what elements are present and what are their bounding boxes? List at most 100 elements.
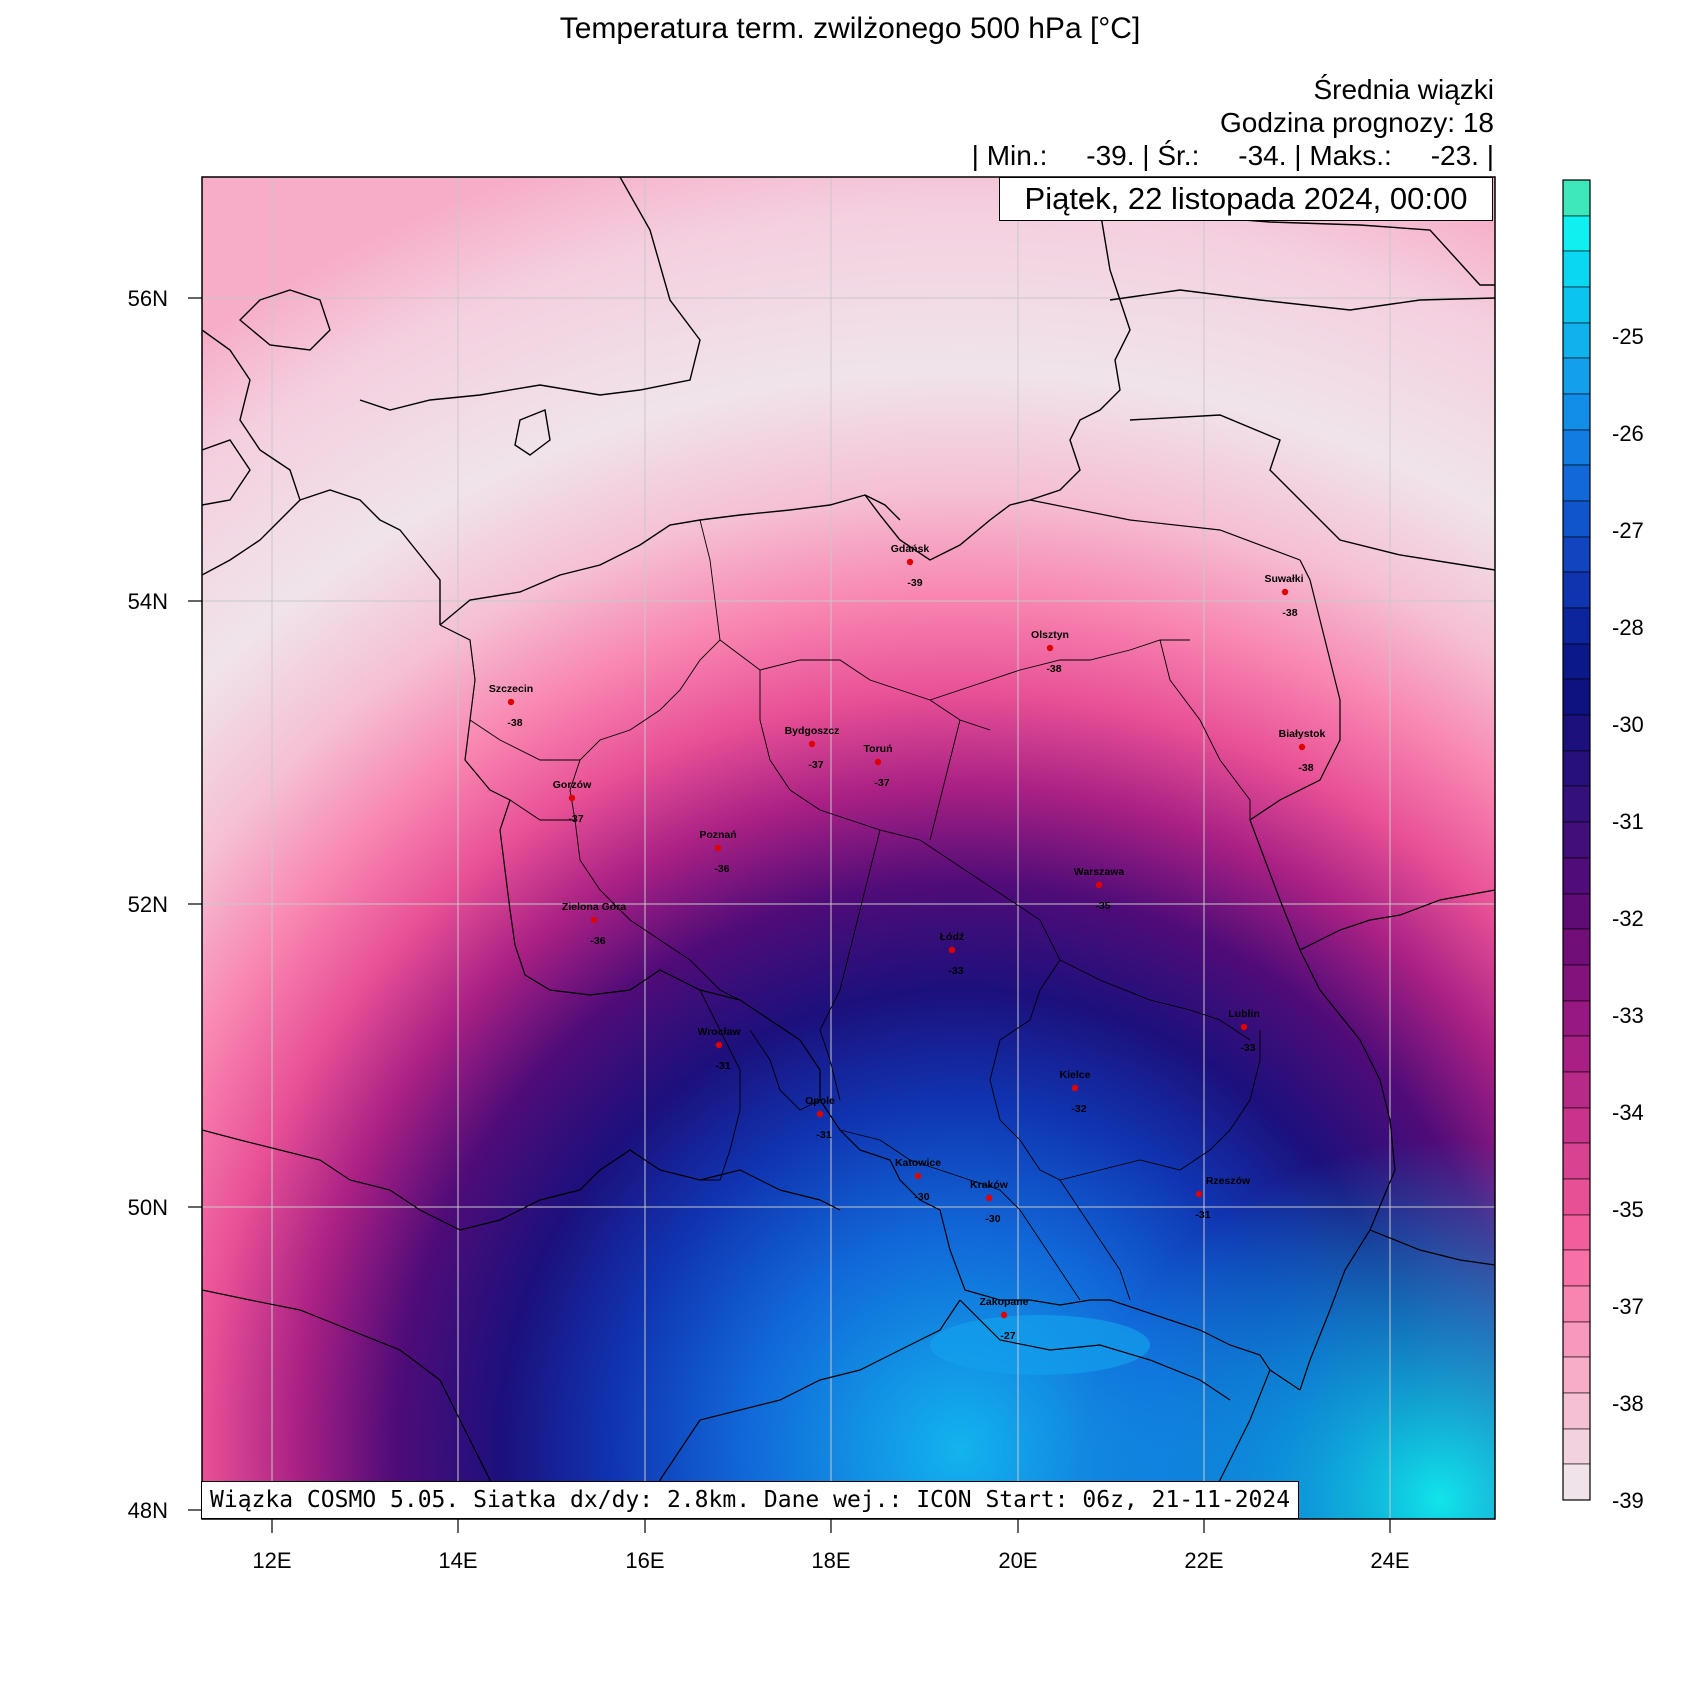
- colorbar-swatch: [1562, 1142, 1591, 1180]
- city-value: -31: [816, 1129, 831, 1141]
- city-marker: Kraków -30: [970, 1179, 1009, 1225]
- stats-line: | Min.: -39. | Śr.: -34. | Maks.: -23. |: [971, 140, 1494, 171]
- city-name: Gorzów: [553, 779, 592, 791]
- lon-label: 22E: [1184, 1548, 1223, 1573]
- colorbar-swatch: [1562, 1214, 1591, 1251]
- graticule: [202, 177, 1495, 1519]
- colorbar-label: -26: [1612, 421, 1644, 446]
- colorbar-swatch: [1562, 536, 1591, 573]
- lon-label: 12E: [252, 1548, 291, 1573]
- city-marker: Białystok -38: [1279, 728, 1326, 774]
- axis-ticks: [188, 297, 1391, 1533]
- forecast-date-box: Piątek, 22 listopada 2024, 00:00: [999, 177, 1493, 221]
- city-value: -36: [714, 863, 729, 875]
- city-name: Szczecin: [489, 683, 533, 695]
- city-name: Lublin: [1228, 1008, 1260, 1020]
- colorbar-swatch: [1562, 1285, 1591, 1323]
- city-marker: Kielce -32: [1060, 1069, 1091, 1115]
- colorbar-swatch: [1562, 785, 1591, 823]
- forecast-hour-label: Godzina prognozy: 18: [1220, 107, 1494, 138]
- colorbar-swatch: [1562, 1107, 1591, 1144]
- colorbar-swatch: [1562, 179, 1591, 217]
- colorbar-swatch: [1562, 643, 1591, 680]
- city-marker: Zielona Góra -36: [562, 901, 626, 947]
- city-value: -30: [985, 1213, 1000, 1225]
- map-frame: [201, 176, 1496, 1520]
- colorbar-label: -27: [1612, 518, 1644, 543]
- city-value: -33: [1240, 1042, 1255, 1054]
- colorbar-swatch: [1562, 1392, 1591, 1430]
- city-value: -37: [874, 777, 889, 789]
- city-name: Poznań: [699, 829, 736, 841]
- city-name: Katowice: [895, 1157, 941, 1169]
- colorbar-swatch: [1562, 250, 1591, 288]
- city-marker: Opole -31: [805, 1095, 835, 1141]
- colorbar-label: -34: [1612, 1100, 1644, 1125]
- city-value: -38: [1282, 607, 1297, 619]
- city-name: Gdańsk: [891, 543, 930, 555]
- colorbar-label: -33: [1612, 1003, 1644, 1028]
- city-marker: Warszawa -35: [1074, 866, 1125, 912]
- city-name: Białystok: [1279, 728, 1326, 740]
- colorbar-swatch: [1562, 1035, 1591, 1073]
- city-name: Warszawa: [1074, 866, 1125, 878]
- city-value: -38: [1298, 762, 1313, 774]
- colorbar-swatch: [1562, 357, 1591, 395]
- city-marker: Szczecin -38: [489, 683, 533, 729]
- city-name: Zielona Góra: [562, 901, 626, 913]
- colorbar-label: -31: [1612, 809, 1644, 834]
- colorbar: [1562, 179, 1591, 1501]
- city-value: -30: [914, 1191, 929, 1203]
- city-marker: Lublin -33: [1228, 1008, 1260, 1054]
- city-marker: Zakopane -27: [979, 1296, 1028, 1342]
- voivodeship-borders: [469, 519, 1261, 1301]
- colorbar-swatch: [1562, 893, 1591, 930]
- city-marker: Bydgoszcz -37: [785, 725, 840, 771]
- colorbar-frame: [1562, 179, 1591, 1501]
- city-name: Wrocław: [698, 1026, 742, 1038]
- colorbar-swatch: [1562, 571, 1591, 609]
- colorbar-swatch: [1562, 393, 1591, 431]
- colorbar-swatch: [1562, 464, 1591, 502]
- city-name: Suwałki: [1264, 573, 1303, 585]
- colorbar-swatch: [1562, 1428, 1591, 1465]
- lat-label: 56N: [128, 286, 168, 311]
- lon-label: 20E: [998, 1548, 1037, 1573]
- city-value: -38: [507, 717, 522, 729]
- city-value: -38: [1046, 663, 1061, 675]
- city-marker: Gorzów -37: [553, 779, 592, 825]
- model-info-box: Wiązka COSMO 5.05. Siatka dx/dy: 2.8km. …: [201, 1481, 1299, 1519]
- city-name: Olsztyn: [1031, 629, 1069, 641]
- colorbar-label: -32: [1612, 906, 1644, 931]
- city-value: -31: [1195, 1209, 1210, 1221]
- colorbar-swatch: [1562, 1071, 1591, 1109]
- colorbar-swatch: [1562, 215, 1591, 252]
- colorbar-swatch: [1562, 500, 1591, 538]
- city-value: -33: [948, 965, 963, 977]
- city-marker: Toruń -37: [864, 743, 893, 789]
- colorbar-swatch: [1562, 964, 1591, 1002]
- city-value: -31: [715, 1060, 730, 1072]
- city-value: -37: [568, 813, 583, 825]
- colorbar-swatch: [1562, 928, 1591, 966]
- colorbar-label: -28: [1612, 615, 1644, 640]
- city-marker: Łódź -33: [940, 931, 965, 977]
- city-name: Kielce: [1060, 1069, 1091, 1081]
- city-marker: Rzeszów -31: [1195, 1175, 1251, 1221]
- city-marker: Gdańsk -39: [891, 543, 930, 589]
- lon-label: 24E: [1370, 1548, 1409, 1573]
- lon-label: 16E: [625, 1548, 664, 1573]
- city-value: -27: [1000, 1330, 1015, 1342]
- colorbar-label: -38: [1612, 1391, 1644, 1416]
- colorbar-swatch: [1562, 1356, 1591, 1394]
- colorbar-label: -39: [1612, 1488, 1644, 1513]
- city-name: Opole: [805, 1095, 835, 1107]
- city-marker: Wrocław -31: [698, 1026, 742, 1072]
- colorbar-label: -30: [1612, 712, 1644, 737]
- chart-title: Temperatura term. zwilżonego 500 hPa [°C…: [559, 12, 1141, 45]
- city-value: -36: [590, 935, 605, 947]
- lon-label: 18E: [811, 1548, 850, 1573]
- lat-label: 52N: [128, 892, 168, 917]
- ensemble-mean-label: Średnia wiązki: [1313, 74, 1494, 105]
